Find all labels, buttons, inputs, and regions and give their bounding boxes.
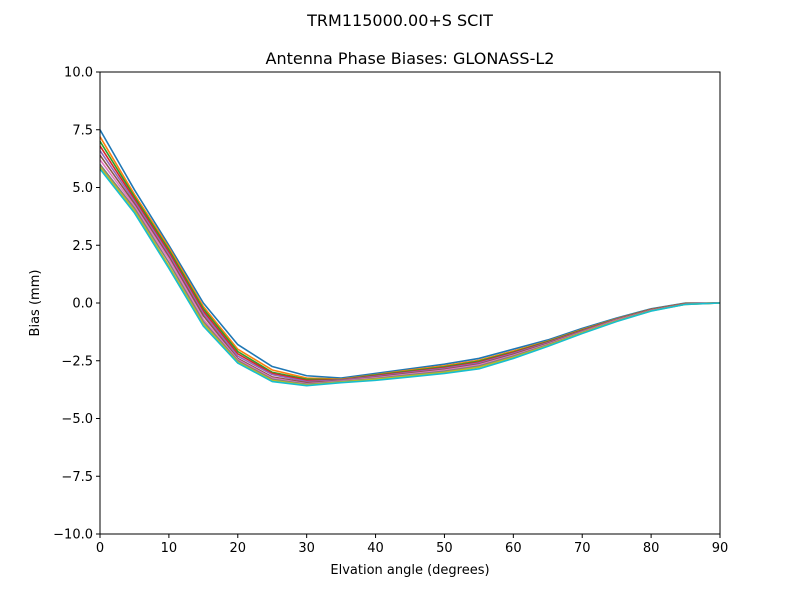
y-tick-label: 5.0: [72, 181, 93, 196]
x-tick-label: 70: [574, 541, 591, 556]
x-tick-label: 30: [298, 541, 315, 556]
x-tick-label: 0: [96, 541, 104, 556]
x-axis-label: Elvation angle (degrees): [330, 563, 489, 578]
plot-area: [99, 129, 721, 387]
y-tick-label: −5.0: [61, 412, 93, 427]
y-tick-label: 0.0: [72, 297, 93, 312]
chart-title: Antenna Phase Biases: GLONASS-L2: [266, 49, 555, 68]
y-tick-label: 2.5: [72, 239, 93, 254]
y-tick-label: −10.0: [53, 528, 93, 543]
x-tick-label: 90: [712, 541, 729, 556]
x-tick-label: 10: [161, 541, 178, 556]
x-tick-label: 40: [367, 541, 384, 556]
y-tick-label: 10.0: [64, 66, 93, 81]
figure-suptitle: TRM115000.00+S SCIT: [306, 11, 493, 30]
y-tick-label: −7.5: [61, 470, 93, 485]
x-tick-label: 80: [643, 541, 660, 556]
x-tick-label: 60: [505, 541, 522, 556]
y-axis-ticks: 10.0 7.5 5.0 2.5 0.0 −2.5 −5.0 −7.5 −10.0: [53, 66, 100, 543]
y-tick-label: −2.5: [61, 354, 93, 369]
x-tick-label: 20: [230, 541, 247, 556]
y-tick-label: 7.5: [72, 123, 93, 138]
x-tick-label: 50: [436, 541, 453, 556]
y-axis-label: Bias (mm): [28, 270, 43, 337]
x-axis-ticks: 0 10 20 30 40 50 60 70 80 90: [96, 534, 728, 556]
series-line-10: [99, 168, 721, 387]
